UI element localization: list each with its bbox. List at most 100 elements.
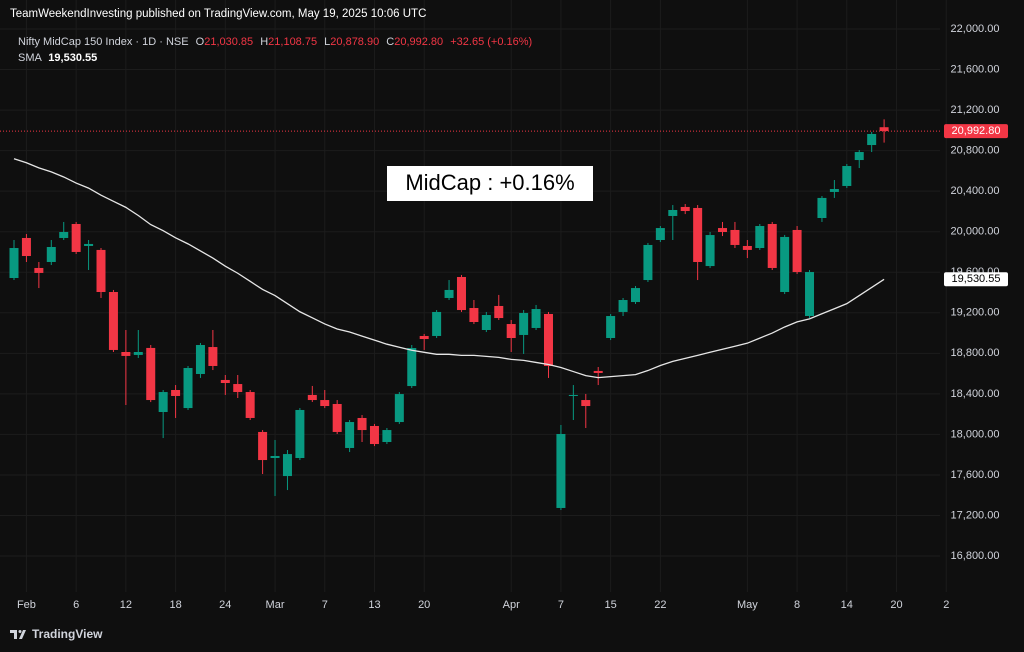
candle-body [307, 394, 317, 401]
candle-body [84, 243, 94, 246]
ohlc-key: C [386, 36, 394, 48]
y-tick-label: 18,000.00 [951, 428, 1000, 440]
logo-dot [18, 630, 22, 633]
candle-body [494, 305, 504, 319]
candle-body [133, 351, 143, 355]
candle-body [270, 455, 280, 459]
candle-body [519, 312, 529, 335]
candle-body [46, 246, 56, 262]
candle-body [842, 166, 852, 186]
y-tick-label: 20,800.00 [951, 145, 1000, 157]
x-tick-label: 6 [73, 599, 79, 611]
candle-body [618, 300, 628, 312]
candle-body [718, 228, 728, 232]
x-tick-label: 20 [890, 599, 902, 611]
candle-body [34, 267, 44, 273]
candle-body [581, 400, 591, 407]
logo-icon [10, 630, 26, 639]
candle-body [59, 231, 69, 238]
candle-body [146, 347, 156, 401]
candle-body [171, 390, 181, 396]
sma-tag [944, 272, 1008, 287]
y-tick-label: 19,200.00 [951, 307, 1000, 319]
candle-body [680, 206, 690, 212]
candle-body [730, 229, 740, 245]
candle-body [183, 368, 193, 409]
candle-body [593, 370, 603, 373]
sma-tag-label: 19,530.55 [952, 273, 1001, 285]
candle-body [71, 223, 81, 252]
change: +32.65 (+0.16%) [450, 36, 532, 48]
x-tick-label: May [737, 599, 758, 611]
candle-body [282, 454, 292, 477]
candle-body [208, 347, 218, 366]
y-tick-label: 18,400.00 [951, 388, 1000, 400]
candle-body [245, 392, 255, 418]
candle-body [631, 288, 640, 303]
candle-body [9, 248, 19, 279]
x-tick-label: Feb [17, 599, 36, 611]
candle-body [531, 309, 541, 328]
sma-value: 19,530.55 [48, 52, 97, 64]
sma-legend: SMA 19,530.55 [18, 52, 97, 64]
y-tick-label: 20,000.00 [951, 226, 1000, 238]
y-tick-label: 17,600.00 [951, 469, 1000, 481]
candle-body [668, 210, 678, 216]
candle-body [755, 226, 765, 249]
ohlc-value: 21,030.85 [204, 36, 253, 48]
candle-body [867, 133, 877, 146]
candle-body [780, 236, 790, 292]
candle-body [332, 403, 342, 432]
candle-body [394, 394, 404, 423]
ohlc-key: O [196, 36, 205, 48]
candle-body [258, 431, 268, 461]
candle-body [767, 223, 777, 268]
x-tick-label: Mar [266, 599, 285, 611]
x-tick-label: 7 [322, 599, 328, 611]
sma-line [13, 158, 885, 379]
symbol: Nifty MidCap 150 Index · 1D · NSE [18, 36, 189, 48]
x-tick-label: 7 [558, 599, 564, 611]
sma-name: SMA [18, 52, 43, 64]
candle-body [444, 289, 454, 298]
y-tick-label: 22,000.00 [951, 23, 1000, 35]
candle-body [643, 244, 653, 281]
axes: 16,800.00 17,200.00 17,600.00 18,000.00 18,4… [17, 23, 1008, 611]
candle-body [543, 313, 553, 366]
legend-line: Nifty MidCap 150 Index · 1D · NSE O21,03… [18, 36, 532, 48]
x-tick-label: 12 [120, 599, 132, 611]
plot-area [0, 119, 940, 511]
x-tick-label: 13 [368, 599, 380, 611]
last-price-label: 20,992.80 [952, 125, 1001, 137]
candle-body [481, 315, 491, 331]
annotation-box [387, 166, 593, 201]
y-tick-label: 21,200.00 [951, 104, 1000, 116]
x-tick-label: 14 [841, 599, 853, 611]
x-tick-label: 22 [654, 599, 666, 611]
candle-body [108, 291, 118, 350]
y-tick-label: 17,200.00 [951, 509, 1000, 521]
candle-body [320, 400, 330, 407]
candle-body [805, 272, 815, 317]
candle-body [369, 425, 379, 445]
candle-body [419, 335, 429, 340]
last-price-tag [944, 124, 1008, 139]
candle-body [407, 348, 417, 387]
x-tick-label: 2 [943, 599, 949, 611]
candle-body [854, 152, 864, 161]
x-tick-label: Apr [503, 599, 520, 611]
candle-body [432, 311, 442, 336]
candle-body [158, 392, 168, 412]
footer: TradingView [32, 627, 103, 641]
candle-body [382, 430, 392, 442]
y-tick-label: 16,800.00 [951, 550, 1000, 562]
x-tick-label: 15 [605, 599, 617, 611]
candle-body [742, 245, 752, 250]
candle-body [96, 249, 106, 292]
candle-body [21, 237, 31, 257]
candle-body [817, 197, 827, 219]
x-tick-label: 20 [418, 599, 430, 611]
x-tick-label: 24 [219, 599, 231, 611]
